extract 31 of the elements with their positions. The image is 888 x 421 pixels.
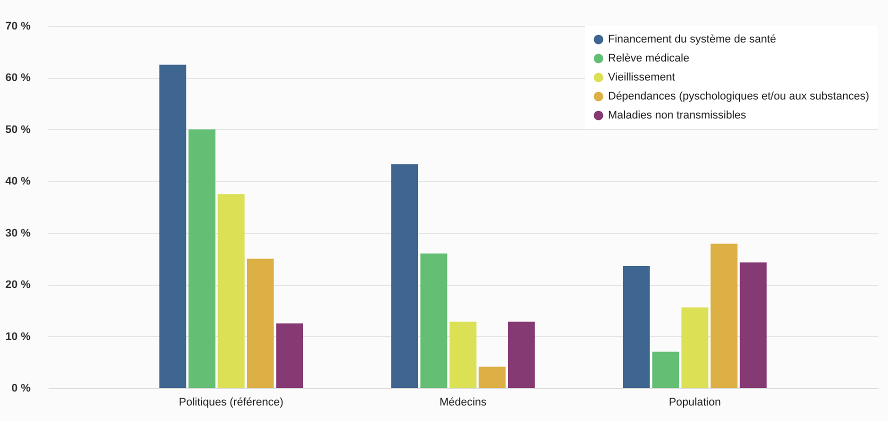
y-tick-label: 40 %: [5, 176, 31, 188]
y-tick-label: 0 %: [12, 382, 31, 394]
legend-label: Relève médicale: [608, 52, 690, 64]
bar: [450, 322, 476, 388]
legend-label: Financement du système de santé: [608, 34, 776, 46]
x-tick-label: Population: [668, 396, 721, 408]
y-tick-label: 10 %: [5, 330, 31, 343]
bar: [652, 352, 680, 388]
bar: [159, 64, 186, 388]
y-tick-label: 20 %: [5, 279, 31, 292]
legend-label: Dépendances (pyschologiques et/ou aux substances): [608, 90, 870, 102]
x-tick-label: Médecins: [439, 396, 488, 408]
bar: [740, 262, 767, 388]
bar: [276, 323, 304, 388]
y-tick-label: 70 %: [5, 20, 31, 32]
bar: [218, 194, 245, 388]
bar: [246, 258, 274, 388]
legend-label: Maladies non transmissibles: [608, 110, 747, 122]
bar: [391, 164, 418, 388]
bar: [710, 244, 738, 388]
bar: [622, 266, 650, 388]
bar: [188, 129, 216, 388]
bar: [420, 254, 448, 388]
y-tick-label: 50 %: [5, 124, 31, 136]
bar: [508, 322, 535, 388]
bar: [681, 307, 708, 388]
y-tick-label: 30 %: [5, 227, 31, 240]
x-tick-label: Politiques (référence): [178, 396, 284, 408]
bar: [478, 366, 506, 388]
y-tick-label: 60 %: [5, 72, 31, 84]
legend-label: Vieillissement: [608, 72, 676, 84]
